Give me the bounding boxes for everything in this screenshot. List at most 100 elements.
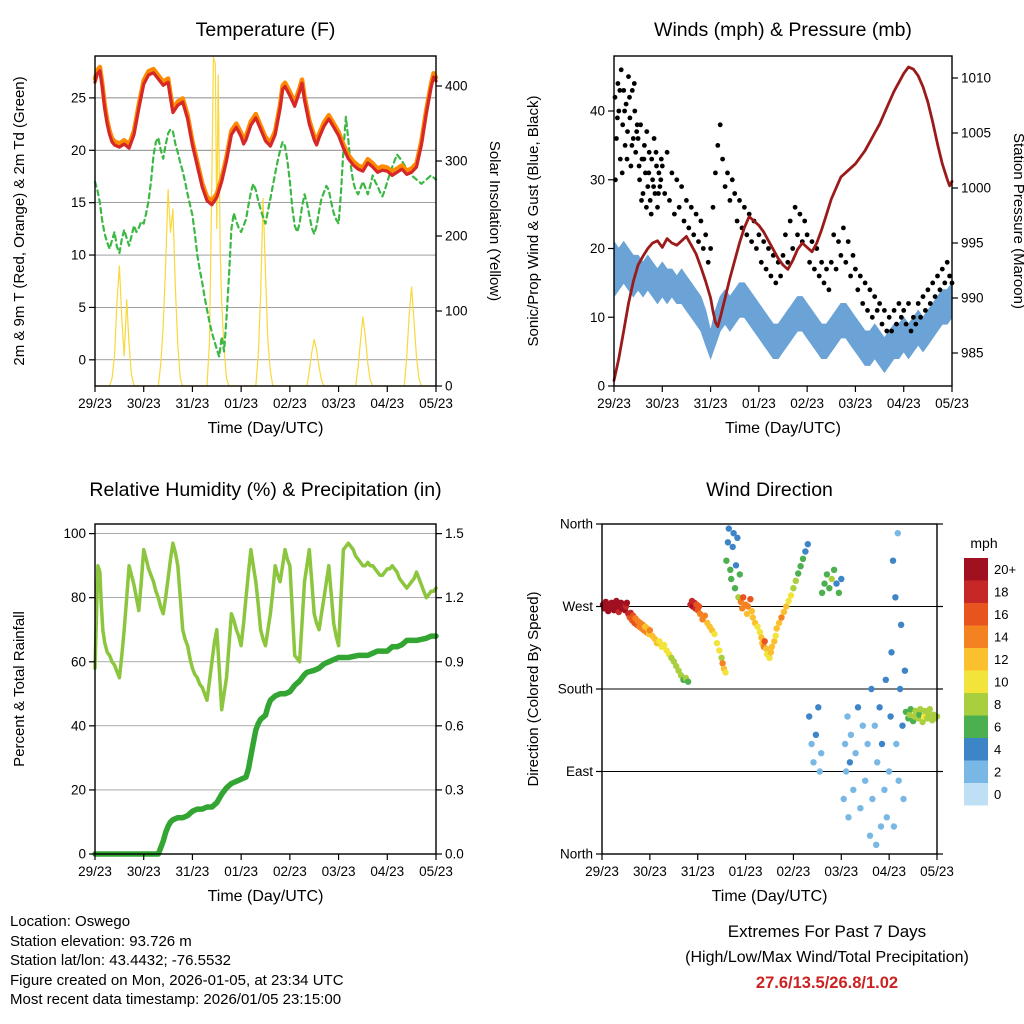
svg-text:0: 0 — [78, 847, 86, 862]
svg-text:60: 60 — [71, 654, 86, 669]
station-info: Location: Oswego Station elevation: 93.7… — [10, 912, 344, 1010]
figure-created-timestamp: Figure created on Mon, 2026-01-05, at 23… — [10, 971, 344, 989]
extremes-summary: Extremes For Past 7 Days (High/Low/Max W… — [630, 922, 1024, 993]
svg-text:Winds (mph) & Pressure (mb): Winds (mph) & Pressure (mb) — [654, 19, 912, 41]
svg-text:25: 25 — [71, 90, 86, 105]
svg-text:02/23: 02/23 — [777, 864, 811, 879]
svg-text:1.2: 1.2 — [445, 590, 464, 605]
svg-text:6: 6 — [994, 719, 1001, 734]
svg-text:04/23: 04/23 — [887, 396, 921, 411]
svg-text:995: 995 — [961, 236, 984, 251]
svg-text:05/23: 05/23 — [935, 396, 969, 411]
svg-text:30/23: 30/23 — [127, 864, 161, 879]
svg-text:30: 30 — [590, 172, 605, 187]
svg-text:0: 0 — [994, 787, 1001, 802]
svg-text:40: 40 — [590, 104, 605, 119]
svg-text:20: 20 — [590, 241, 605, 256]
svg-text:5: 5 — [78, 300, 86, 315]
svg-text:400: 400 — [445, 79, 468, 94]
svg-text:29/23: 29/23 — [78, 864, 112, 879]
svg-text:31/23: 31/23 — [681, 864, 715, 879]
svg-text:Sonic/Prop Wind & Gust (Blue,: Sonic/Prop Wind & Gust (Blue, Black) — [525, 96, 542, 347]
svg-text:East: East — [566, 764, 593, 779]
svg-text:Relative Humidity (%) & Precip: Relative Humidity (%) & Precipitation (i… — [89, 479, 441, 501]
svg-text:4: 4 — [994, 742, 1001, 757]
svg-text:20: 20 — [71, 782, 86, 797]
svg-text:29/23: 29/23 — [597, 396, 631, 411]
svg-text:15: 15 — [71, 195, 86, 210]
svg-text:0: 0 — [597, 379, 605, 394]
svg-text:01/23: 01/23 — [729, 864, 763, 879]
svg-text:North: North — [560, 517, 593, 532]
extremes-title: Extremes For Past 7 Days — [727, 922, 927, 941]
chart-temperature: 29/23 30/23 31/23 01/23 02/23 03/23 04/23 05/23… — [0, 0, 512, 462]
svg-text:Temperature (F): Temperature (F) — [196, 19, 336, 41]
svg-text:2m & 9m T (Red, Orange) & 2m T: 2m & 9m T (Red, Orange) & 2m Td (Green) — [11, 76, 28, 365]
svg-text:03/23: 03/23 — [322, 864, 356, 879]
svg-text:West: West — [562, 599, 593, 614]
svg-text:1.5: 1.5 — [445, 526, 464, 541]
svg-text:2: 2 — [994, 764, 1001, 779]
svg-text:20: 20 — [71, 143, 86, 158]
chart-winds-pressure: 29/23 30/23 31/23 01/23 02/23 03/23 04/23 05/23… — [512, 0, 1024, 462]
svg-text:Time (Day/UTC): Time (Day/UTC) — [712, 888, 828, 905]
svg-text:Wind Direction: Wind Direction — [706, 479, 833, 501]
extremes-subtitle: (High/Low/Max Wind/Total Precipitation) — [685, 949, 969, 966]
svg-text:03/23: 03/23 — [322, 396, 356, 411]
svg-text:12: 12 — [994, 652, 1008, 667]
svg-text:16: 16 — [994, 607, 1008, 622]
svg-text:Time (Day/UTC): Time (Day/UTC) — [725, 420, 841, 437]
svg-text:10: 10 — [590, 310, 605, 325]
svg-text:1010: 1010 — [961, 71, 991, 86]
svg-text:04/23: 04/23 — [872, 864, 906, 879]
svg-text:30/23: 30/23 — [127, 396, 161, 411]
svg-text:1005: 1005 — [961, 126, 991, 141]
svg-text:40: 40 — [71, 718, 86, 733]
svg-text:30/23: 30/23 — [633, 864, 667, 879]
chart-wind-direction: 29/23 30/23 31/23 01/23 02/23 03/23 04/23 05/23… — [512, 466, 1024, 914]
svg-text:990: 990 — [961, 291, 984, 306]
svg-text:02/23: 02/23 — [790, 396, 824, 411]
svg-text:10: 10 — [71, 248, 86, 263]
svg-text:31/23: 31/23 — [176, 864, 210, 879]
station-location: Location: Oswego — [10, 913, 131, 930]
svg-text:05/23: 05/23 — [419, 864, 453, 879]
svg-text:0.3: 0.3 — [445, 782, 464, 797]
svg-text:0.0: 0.0 — [445, 847, 464, 862]
svg-text:18: 18 — [994, 584, 1008, 599]
svg-text:03/23: 03/23 — [824, 864, 858, 879]
svg-text:South: South — [558, 682, 593, 697]
svg-text:01/23: 01/23 — [742, 396, 776, 411]
chart-humidity-precipitation: 29/23 30/23 31/23 01/23 02/23 03/23 04/23 05/23… — [0, 466, 512, 914]
svg-text:30/23: 30/23 — [645, 396, 679, 411]
svg-text:Station Pressure (Maroon): Station Pressure (Maroon) — [1010, 133, 1024, 309]
svg-text:100: 100 — [63, 526, 86, 541]
svg-text:200: 200 — [445, 229, 468, 244]
svg-text:0.9: 0.9 — [445, 654, 464, 669]
svg-text:05/23: 05/23 — [419, 396, 453, 411]
svg-text:Time (Day/UTC): Time (Day/UTC) — [208, 420, 324, 437]
svg-text:0: 0 — [445, 379, 453, 394]
svg-text:8: 8 — [994, 697, 1001, 712]
svg-text:North: North — [560, 847, 593, 862]
svg-text:02/23: 02/23 — [273, 864, 307, 879]
station-elevation: Station elevation: 93.726 m — [10, 932, 192, 950]
svg-text:03/23: 03/23 — [839, 396, 873, 411]
svg-text:Time (Day/UTC): Time (Day/UTC) — [208, 888, 324, 905]
svg-text:Direction (Colored By Speed): Direction (Colored By Speed) — [525, 591, 542, 786]
svg-text:mph: mph — [970, 535, 997, 551]
svg-text:31/23: 31/23 — [176, 396, 210, 411]
svg-text:02/23: 02/23 — [273, 396, 307, 411]
svg-text:04/23: 04/23 — [370, 864, 404, 879]
svg-text:20+: 20+ — [994, 562, 1016, 577]
svg-text:100: 100 — [445, 304, 468, 319]
svg-text:29/23: 29/23 — [585, 864, 619, 879]
svg-text:01/23: 01/23 — [224, 396, 258, 411]
svg-text:Percent & Total Rainfall: Percent & Total Rainfall — [11, 611, 28, 767]
svg-text:01/23: 01/23 — [224, 864, 258, 879]
svg-text:0.6: 0.6 — [445, 718, 464, 733]
svg-text:0: 0 — [78, 352, 86, 367]
svg-text:985: 985 — [961, 346, 984, 361]
svg-text:Solar Insolation (Yellow): Solar Insolation (Yellow) — [486, 141, 503, 301]
